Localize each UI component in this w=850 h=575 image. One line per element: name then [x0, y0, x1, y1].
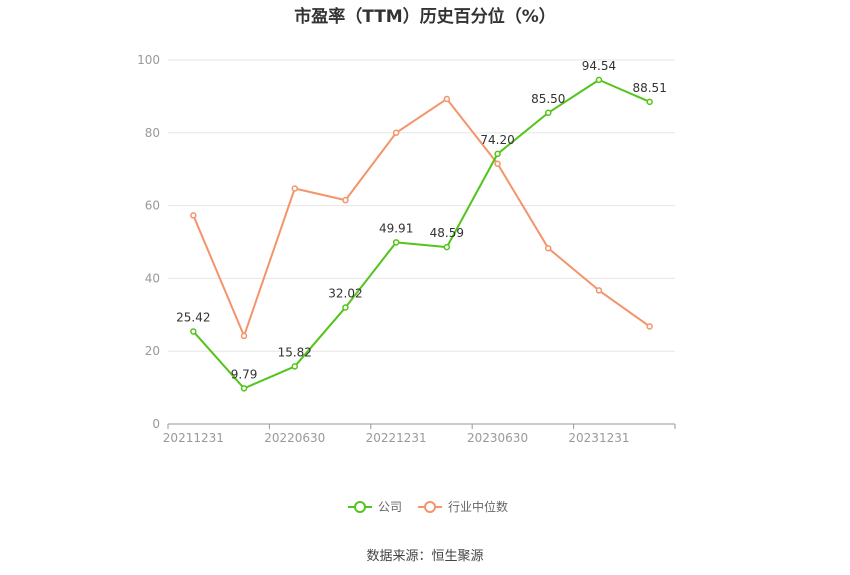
y-axis-ticks: 0 20 40 60 80 100 — [137, 53, 160, 431]
data-point — [494, 160, 501, 167]
data-point — [392, 239, 400, 246]
data-point — [545, 244, 552, 252]
data-label: 88.51 — [632, 81, 666, 95]
x-tick-label: 20221231 — [366, 431, 427, 445]
data-label: 49.91 — [379, 221, 413, 235]
data-label: 9.79 — [231, 367, 258, 381]
series-line-0 — [192, 78, 651, 390]
grid-lines — [168, 59, 675, 352]
data-point — [443, 243, 451, 251]
x-tick-label: 20231231 — [568, 431, 629, 445]
data-point — [646, 323, 653, 330]
data-label: 32.02 — [328, 286, 362, 300]
series-line-1 — [192, 97, 651, 337]
data-label: 74.20 — [480, 133, 514, 147]
data-point — [443, 95, 451, 103]
data-point — [190, 328, 197, 335]
y-tick-label: 80 — [145, 126, 160, 140]
y-tick-label: 40 — [145, 271, 160, 285]
data-point — [240, 385, 248, 392]
legend: 公司 行业中位数 — [348, 499, 508, 514]
data-point — [494, 150, 501, 158]
data-point — [240, 332, 248, 340]
data-point — [291, 363, 298, 370]
data-label: 15.82 — [278, 345, 312, 359]
data-labels: 25.42 9.79 15.82 32.02 49.91 48.59 74.20 85.50 9… — [176, 59, 667, 381]
data-point — [646, 98, 653, 106]
y-tick-label: 0 — [152, 417, 160, 431]
data-point — [545, 109, 552, 117]
legend-label: 行业中位数 — [448, 499, 508, 514]
data-point — [595, 76, 603, 84]
x-axis: 20211231 20220630 20221231 20230630 20231231 — [163, 423, 676, 445]
source-note: 数据来源：恒生聚源 — [366, 549, 484, 564]
y-tick-label: 20 — [145, 344, 160, 358]
data-label: 48.59 — [430, 226, 464, 240]
data-label: 94.54 — [582, 59, 616, 73]
data-label: 25.42 — [176, 310, 210, 324]
x-tick-label: 20230630 — [467, 431, 528, 445]
data-point — [342, 196, 349, 204]
data-label: 85.50 — [531, 92, 565, 106]
data-point — [392, 129, 400, 137]
legend-swatch-marker — [354, 501, 366, 513]
y-tick-label: 100 — [137, 53, 160, 67]
x-tick-label: 20211231 — [163, 431, 224, 445]
x-tick-label: 20220630 — [264, 431, 325, 445]
legend-swatch-marker — [424, 501, 436, 513]
data-point — [342, 304, 349, 311]
data-point — [595, 287, 603, 294]
y-tick-label: 60 — [145, 199, 160, 213]
series-layer — [190, 76, 653, 392]
data-point — [190, 212, 197, 219]
data-point — [291, 185, 298, 192]
legend-label: 公司 — [378, 500, 402, 514]
chart-title: 市盈率（TTM）历史百分位（%） — [294, 7, 556, 27]
